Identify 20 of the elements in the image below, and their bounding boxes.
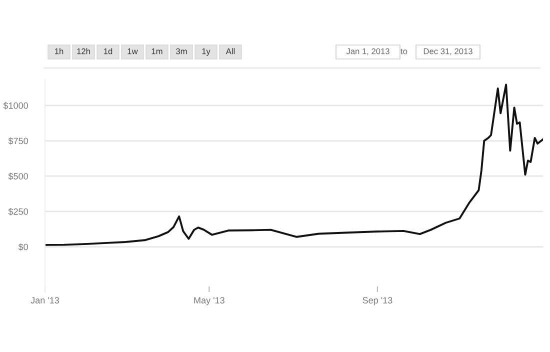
y-tick-label: $750 bbox=[8, 137, 28, 145]
text: Dec 31, 2013 bbox=[424, 48, 472, 56]
y-tick-label: $1000 bbox=[3, 102, 28, 110]
text: 1d bbox=[104, 48, 112, 54]
text: All bbox=[226, 48, 235, 54]
line-series bbox=[45, 84, 543, 246]
text: to bbox=[400, 48, 408, 54]
x-tick-label: Jan '13 bbox=[30, 297, 60, 304]
y-tick-label: $0 bbox=[18, 243, 28, 251]
x-tick-label: May '13 bbox=[194, 297, 224, 306]
y-tick-label: $250 bbox=[8, 208, 28, 216]
text: 12h bbox=[77, 48, 90, 54]
text: 1y bbox=[202, 48, 210, 56]
text: 1m bbox=[152, 48, 162, 54]
y-tick-label: $500 bbox=[8, 172, 28, 180]
text: Jan 1, 2013 bbox=[346, 48, 390, 56]
text: 1w bbox=[128, 48, 138, 54]
x-tick-label: Sep '13 bbox=[362, 297, 392, 306]
text: 1h bbox=[55, 48, 64, 54]
text: 3m bbox=[176, 48, 187, 54]
